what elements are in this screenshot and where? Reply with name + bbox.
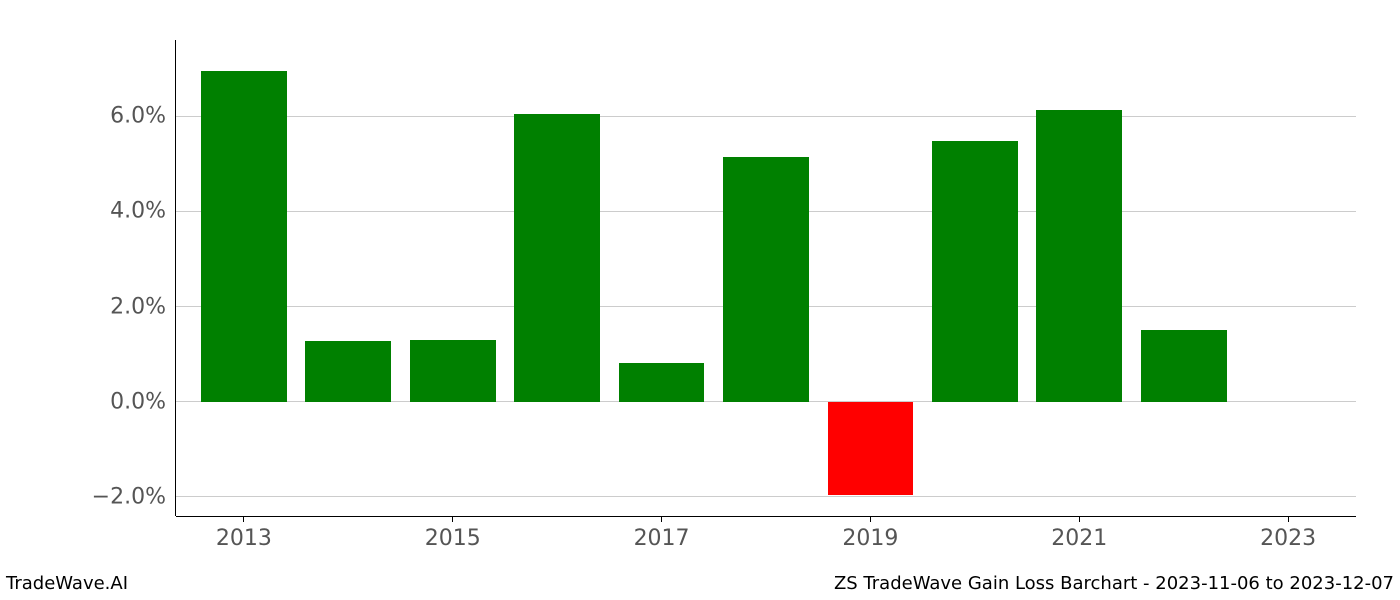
bar bbox=[723, 157, 809, 402]
bar bbox=[305, 341, 391, 402]
bar bbox=[828, 402, 914, 495]
bar bbox=[619, 363, 705, 402]
plot-area: −2.0%0.0%2.0%4.0%6.0%2013201520172019202… bbox=[176, 40, 1356, 516]
bar bbox=[1141, 330, 1227, 401]
bar bbox=[1036, 110, 1122, 401]
bar bbox=[932, 141, 1018, 402]
footer-right-text: ZS TradeWave Gain Loss Barchart - 2023-1… bbox=[834, 573, 1394, 594]
y-axis-line bbox=[175, 40, 176, 516]
x-tick-label: 2023 bbox=[1260, 516, 1316, 551]
bar bbox=[201, 71, 287, 402]
bar bbox=[514, 114, 600, 402]
y-tick-label: 0.0% bbox=[110, 389, 176, 414]
y-tick-label: 4.0% bbox=[110, 199, 176, 224]
x-tick-label: 2019 bbox=[842, 516, 898, 551]
y-tick-label: 6.0% bbox=[110, 104, 176, 129]
y-tick-label: 2.0% bbox=[110, 294, 176, 319]
bar bbox=[410, 340, 496, 402]
x-tick-label: 2017 bbox=[634, 516, 690, 551]
gridline bbox=[176, 496, 1356, 497]
x-tick-label: 2021 bbox=[1051, 516, 1107, 551]
gridline bbox=[176, 116, 1356, 117]
x-tick-label: 2015 bbox=[425, 516, 481, 551]
x-tick-label: 2013 bbox=[216, 516, 272, 551]
x-axis-line bbox=[176, 516, 1356, 517]
footer-left-text: TradeWave.AI bbox=[6, 573, 128, 594]
y-tick-label: −2.0% bbox=[92, 484, 176, 509]
